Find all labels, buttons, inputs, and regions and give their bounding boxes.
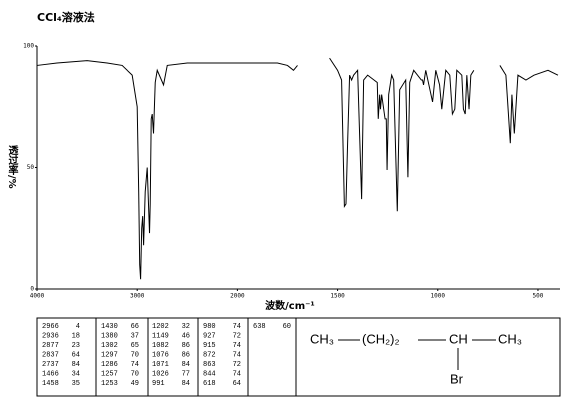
x-tick-label: 4000 — [30, 293, 45, 300]
peak-wavenumber: 927 — [203, 332, 216, 340]
structure-group: (CH₂)₂ — [362, 331, 400, 346]
peak-wavenumber: 618 — [203, 380, 216, 388]
peak-transmittance: 35 — [72, 380, 80, 388]
peak-wavenumber: 1302 — [101, 342, 118, 350]
peak-transmittance: 84 — [72, 361, 80, 369]
peak-transmittance: 37 — [131, 332, 139, 340]
peak-transmittance: 72 — [233, 332, 241, 340]
peak-wavenumber: 915 — [203, 342, 216, 350]
peak-wavenumber: 1253 — [101, 380, 118, 388]
peak-wavenumber: 1076 — [152, 351, 169, 359]
structure-substituent: Br — [450, 371, 464, 386]
peak-wavenumber: 1149 — [152, 332, 169, 340]
x-tick-label: 500 — [533, 293, 544, 300]
peak-transmittance: 18 — [72, 332, 80, 340]
peak-transmittance: 4 — [76, 323, 80, 331]
peak-wavenumber: 638 — [253, 323, 266, 331]
peak-transmittance: 60 — [283, 323, 291, 331]
peak-wavenumber: 1458 — [42, 380, 59, 388]
y-axis-label: 透过率/% — [6, 144, 18, 189]
spectrum-line — [36, 57, 559, 280]
x-tick-label: 2000 — [230, 293, 245, 300]
peak-transmittance: 74 — [131, 361, 139, 369]
x-tick-label: 3000 — [130, 293, 145, 300]
peak-transmittance: 23 — [72, 342, 80, 350]
peak-wavenumber: 1026 — [152, 370, 169, 378]
peak-transmittance: 86 — [182, 342, 190, 350]
peak-wavenumber: 2877 — [42, 342, 59, 350]
peak-wavenumber: 2936 — [42, 332, 59, 340]
peak-transmittance: 70 — [131, 351, 139, 359]
peak-table-frame — [36, 317, 561, 397]
chart-title: CCl₄溶液法 — [37, 10, 95, 24]
structure-group: CH₃ — [310, 331, 334, 346]
peak-transmittance: 64 — [72, 351, 80, 359]
peak-wavenumber: 2737 — [42, 361, 59, 369]
x-tick-label: 1500 — [330, 293, 345, 300]
peak-transmittance: 74 — [233, 323, 241, 331]
peak-transmittance: 32 — [182, 323, 190, 331]
peak-transmittance: 74 — [233, 342, 241, 350]
peak-transmittance: 49 — [131, 380, 139, 388]
peak-wavenumber: 991 — [152, 380, 165, 388]
peak-transmittance: 65 — [131, 342, 139, 350]
peak-wavenumber: 1286 — [101, 361, 118, 369]
peak-wavenumber: 2966 — [42, 323, 59, 331]
peak-wavenumber: 1202 — [152, 323, 169, 331]
peak-transmittance: 86 — [182, 351, 190, 359]
peak-transmittance: 77 — [182, 370, 190, 378]
peak-transmittance: 64 — [233, 380, 241, 388]
peak-wavenumber: 1430 — [101, 323, 118, 331]
peak-wavenumber: 1297 — [101, 351, 118, 359]
peak-wavenumber: 863 — [203, 361, 216, 369]
peak-transmittance: 74 — [233, 370, 241, 378]
peak-wavenumber: 2837 — [42, 351, 59, 359]
peak-wavenumber: 872 — [203, 351, 216, 359]
peak-transmittance: 66 — [131, 323, 139, 331]
peak-wavenumber: 1257 — [101, 370, 118, 378]
x-axis-label: 波数/cm⁻¹ — [265, 299, 315, 312]
structure-group: CH — [449, 331, 468, 346]
peak-wavenumber: 844 — [203, 370, 216, 378]
y-tick-label: 100 — [23, 43, 34, 50]
peak-wavenumber: 1082 — [152, 342, 169, 350]
peak-transmittance: 84 — [182, 361, 190, 369]
peak-transmittance: 34 — [72, 370, 80, 378]
peak-transmittance: 72 — [233, 361, 241, 369]
peak-wavenumber: 1380 — [101, 332, 118, 340]
peak-wavenumber: 1466 — [42, 370, 59, 378]
y-tick-label: 50 — [27, 164, 35, 171]
peak-wavenumber: 980 — [203, 323, 216, 331]
peak-transmittance: 70 — [131, 370, 139, 378]
y-tick-label: 0 — [30, 286, 34, 293]
peak-transmittance: 84 — [182, 380, 190, 388]
peak-wavenumber: 1071 — [152, 361, 169, 369]
peak-transmittance: 74 — [233, 351, 241, 359]
peak-transmittance: 46 — [182, 332, 190, 340]
x-tick-label: 1000 — [431, 293, 446, 300]
structure-group: CH₃ — [498, 331, 522, 346]
